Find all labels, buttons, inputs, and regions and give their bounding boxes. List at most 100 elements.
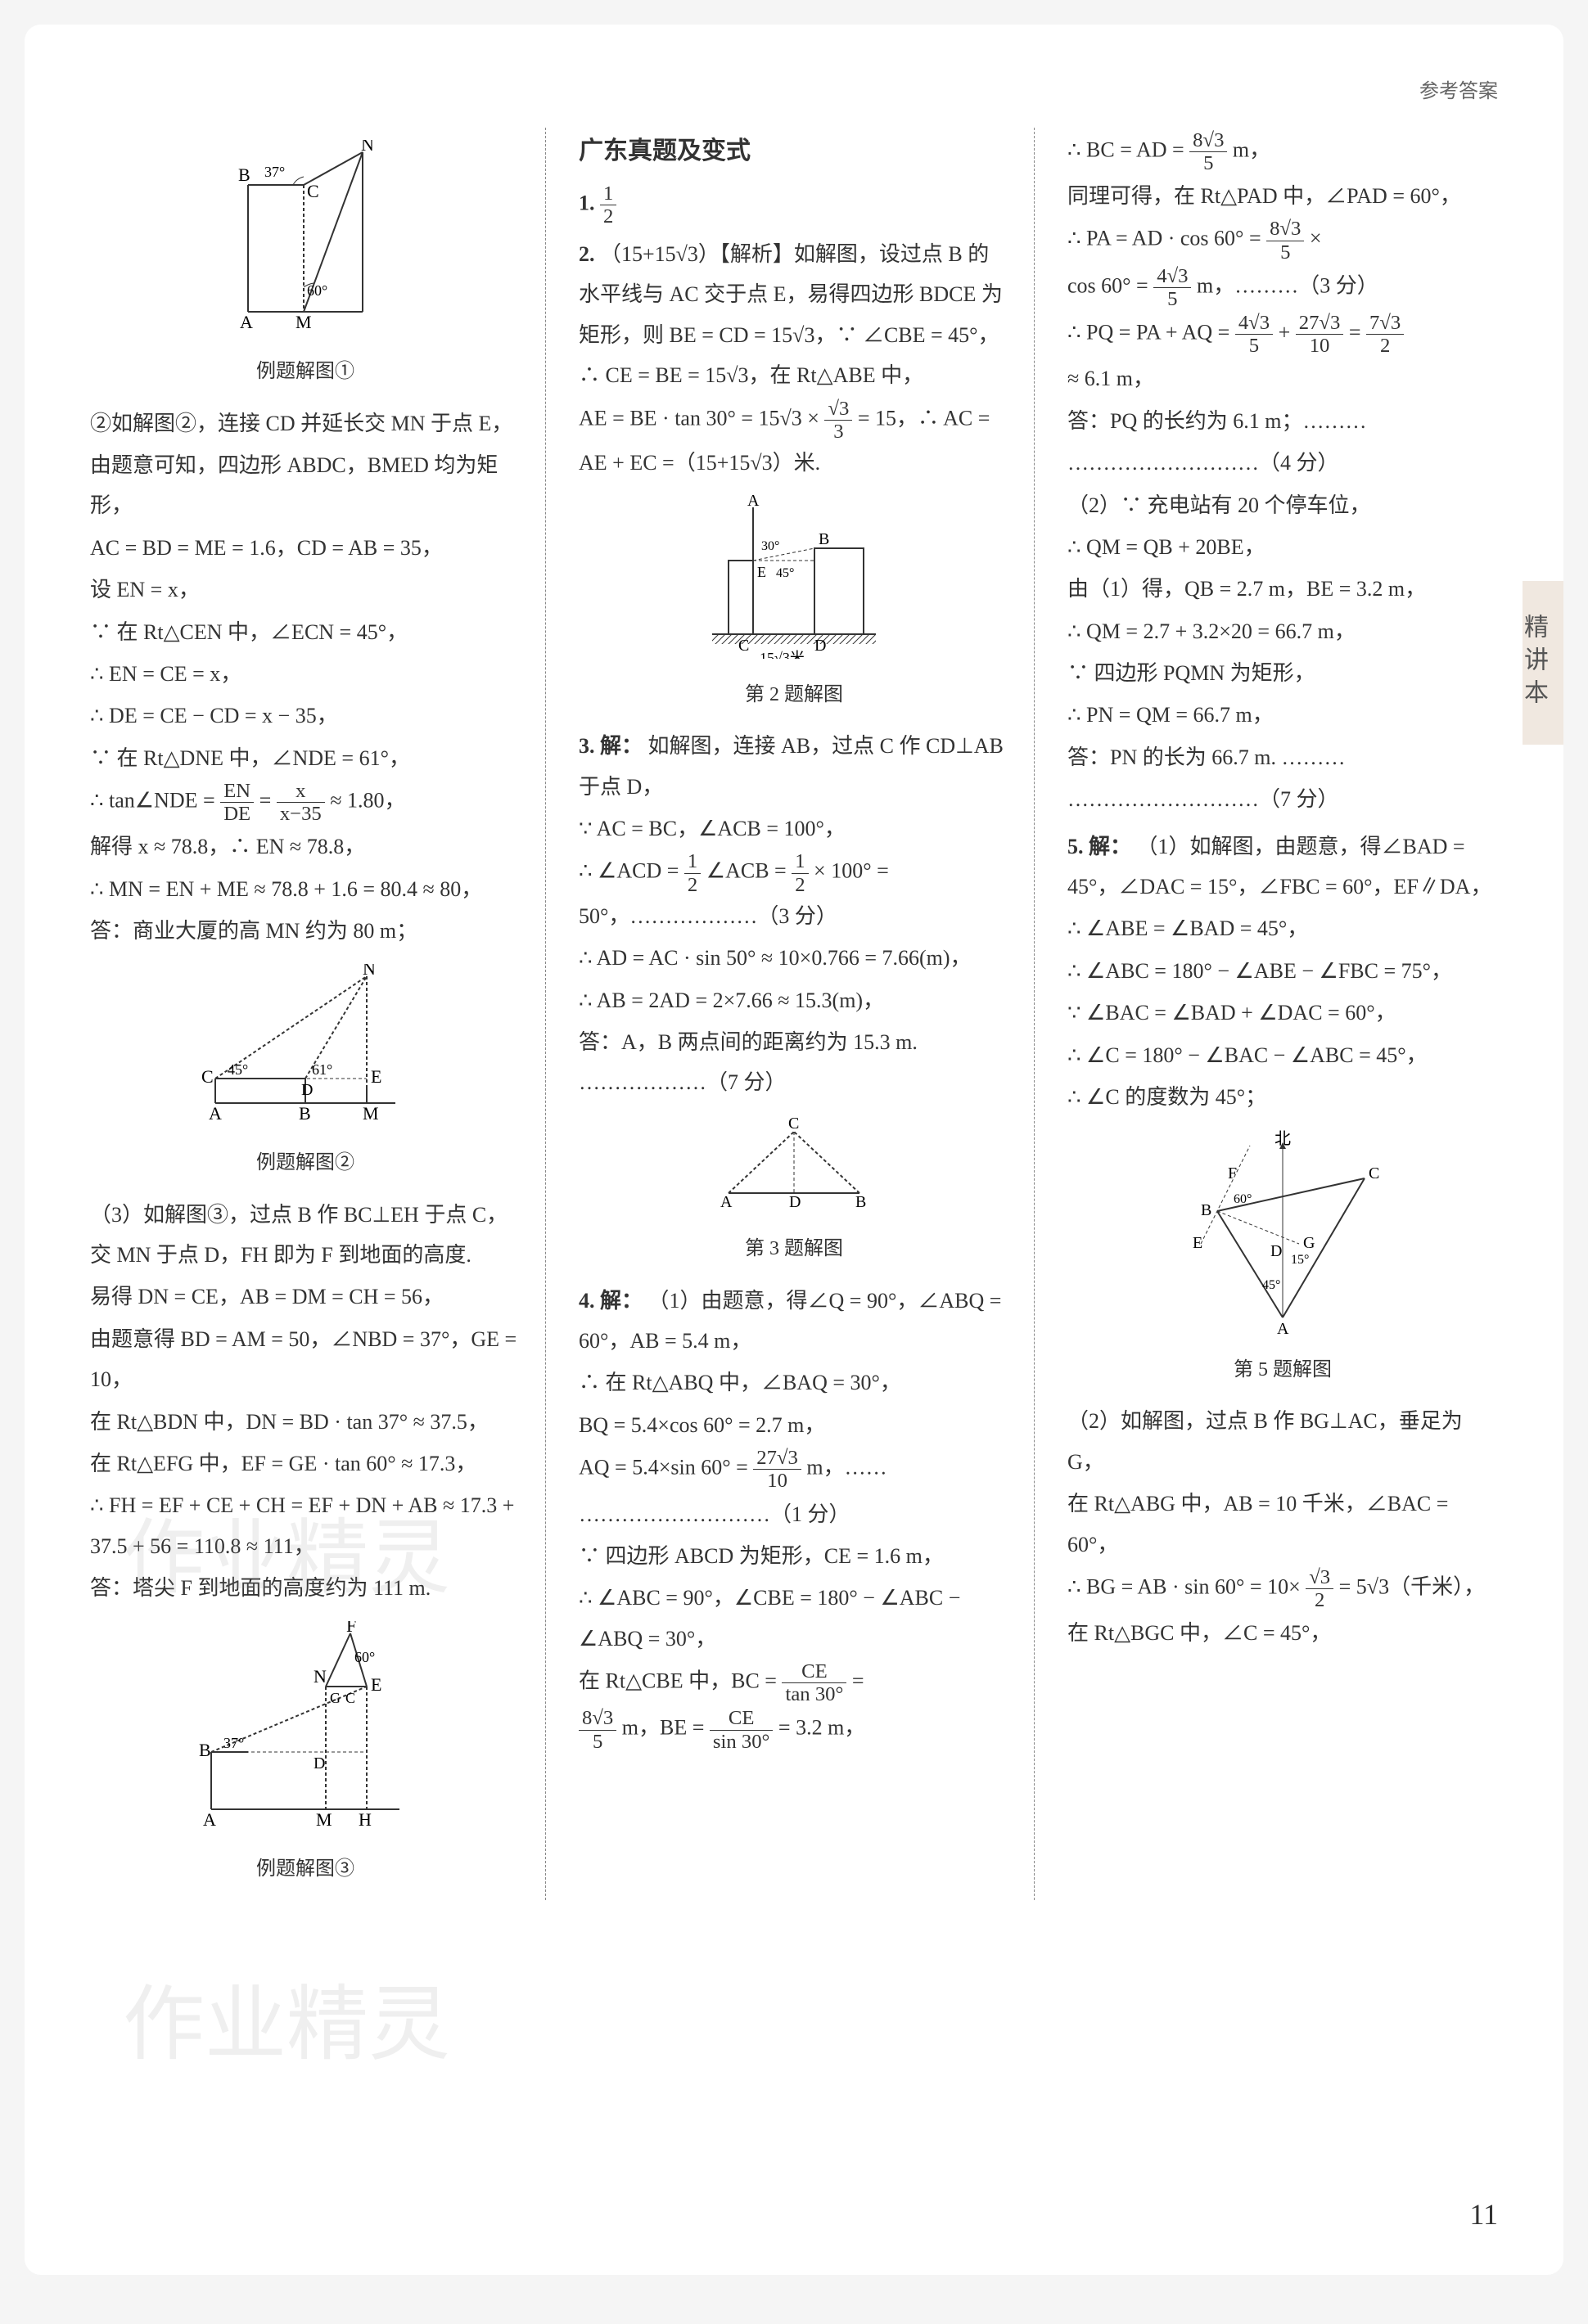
text: 答：商业大厦的高 MN 约为 80 m； [90, 911, 521, 951]
text: BQ = 5.4×cos 60° = 2.7 m， [579, 1405, 1009, 1445]
column-3: ∴ BC = AD = 8√35 m， 同理可得，在 Rt△PAD 中，∠PAD… [1067, 128, 1498, 1901]
svg-text:C: C [1369, 1164, 1379, 1182]
figure-3: F N G E C B D A M H 60° 37° 例题解图③ [90, 1621, 521, 1889]
q2-fig-caption: 第 2 题解图 [579, 677, 1009, 714]
text: ∴ ∠ACD = 12 ∠ACB = 12 × 100° = 50°，……………… [579, 850, 1009, 936]
svg-text:60°: 60° [354, 1649, 375, 1665]
svg-text:B: B [199, 1740, 211, 1760]
svg-text:D: D [1270, 1242, 1282, 1260]
page-header: 参考答案 [90, 74, 1498, 111]
svg-text:B: B [238, 164, 250, 185]
text: ∴ PN = QM = 66.7 m， [1067, 695, 1498, 735]
text: 由（1）得，QB = 2.7 m，BE = 3.2 m， [1067, 569, 1498, 609]
diagram-q3: C A D B [704, 1115, 884, 1214]
text: ………………………（1 分） [579, 1494, 1009, 1534]
svg-text:N: N [314, 1666, 327, 1687]
svg-text:D: D [814, 637, 826, 655]
text: ≈ 6.1 m， [1067, 358, 1498, 399]
fig3-caption: 例题解图③ [90, 1851, 521, 1889]
text: 解得 x ≈ 78.8，∴ EN ≈ 78.8， [90, 826, 521, 867]
text: ∴ BC = AD = 8√35 m， [1067, 129, 1498, 174]
text: 在 Rt△EFG 中，EF = GE · tan 60° ≈ 17.3， [90, 1443, 521, 1484]
text: ∴ MN = EN + ME ≈ 78.8 + 1.6 = 80.4 ≈ 80， [90, 869, 521, 909]
svg-text:37°: 37° [264, 164, 285, 180]
text: ………………………（7 分） [1067, 779, 1498, 819]
svg-text:A: A [209, 1103, 222, 1124]
svg-text:D: D [301, 1081, 313, 1099]
svg-text:C: C [738, 637, 749, 655]
q3-fig-caption: 第 3 题解图 [579, 1231, 1009, 1268]
svg-text:45°: 45° [1262, 1278, 1280, 1292]
text: 在 Rt△CBE 中，BC = CEtan 30° = [579, 1660, 1009, 1705]
section-title: 广东真题及变式 [579, 128, 1009, 174]
diagram-3: F N G E C B D A M H 60° 37° [187, 1621, 424, 1834]
svg-text:C: C [345, 1690, 355, 1706]
svg-text:61°: 61° [312, 1061, 332, 1078]
diagram-2: N C D E A B M 45° 61° [191, 964, 420, 1128]
text: （2）∵ 充电站有 20 个停车位， [1067, 485, 1498, 525]
svg-text:45°: 45° [228, 1061, 248, 1078]
q2-figure: A B E C D 30° 45° 15√3米 第 2 题解图 [579, 495, 1009, 714]
svg-text:15√3米: 15√3米 [760, 650, 805, 659]
figure-1: N B C A M 37° 60° 例题解图① [90, 140, 521, 391]
svg-text:E: E [1193, 1234, 1202, 1252]
side-tab: 精讲本 [1523, 581, 1563, 745]
text: ∴ tan∠NDE = ENDE = xx−35 ≈ 1.80， [90, 780, 521, 825]
text: ∴ FH = EF + CE + CH = EF + DN + AB ≈ 17.… [90, 1485, 521, 1566]
text: ∴ PA = AD · cos 60° = 8√35 × [1067, 218, 1498, 263]
text: ②如解图②，连接 CD 并延长交 MN 于点 E， [90, 403, 521, 444]
svg-text:F: F [346, 1621, 356, 1636]
svg-text:E: E [757, 564, 766, 580]
text: ∴ ∠C = 180° − ∠BAC − ∠ABC = 45°， [1067, 1035, 1498, 1075]
text: 答：PQ 的长约为 6.1 m；……… [1067, 401, 1498, 441]
text: （2）如解图，过点 B 作 BG⊥AC，垂足为 G， [1067, 1401, 1498, 1482]
text: 由题意可知，四边形 ABDC，BMED 均为矩形， [90, 445, 521, 526]
text: ∴ ∠ABE = ∠BAD = 45°， [1067, 908, 1498, 948]
question-1: 1. 12 [579, 182, 1009, 227]
svg-text:B: B [855, 1193, 866, 1211]
svg-text:D: D [314, 1754, 325, 1772]
text: ∴ AB = 2AD = 2×7.66 ≈ 15.3(m)， [579, 980, 1009, 1020]
svg-text:A: A [1277, 1320, 1289, 1334]
text: ∴ ∠C 的度数为 45°； [1067, 1077, 1498, 1117]
text: ∴ DE = CE − CD = x − 35， [90, 696, 521, 736]
text: ∵ 四边形 PQMN 为矩形， [1067, 653, 1498, 693]
text: 答：A，B 两点间的距离约为 15.3 m. ………………（7 分） [579, 1022, 1009, 1103]
fig2-caption: 例题解图② [90, 1145, 521, 1182]
question-3: 3. 解： 如解图，连接 AB，过点 C 作 CD⊥AB 于点 D， [579, 726, 1009, 807]
text: AC = BD = ME = 1.6，CD = AB = 35， [90, 528, 521, 568]
svg-text:北: 北 [1274, 1129, 1291, 1148]
text: （3）如解图③，过点 B 作 BC⊥EH 于点 C，交 MN 于点 D，FH 即… [90, 1195, 521, 1276]
question-2: 2. （15+15√3）【解析】如解图，设过点 B 的水平线与 AC 交于点 E… [579, 234, 1009, 396]
text: ∵ 在 Rt△DNE 中，∠NDE = 61°， [90, 738, 521, 778]
diagram-q5: 北 F B C E D A G 60° 15° 45° [1168, 1129, 1397, 1334]
text: ∴ PQ = PA + AQ = 4√35 + 27√310 = 7√32 [1067, 312, 1498, 357]
svg-text:A: A [203, 1809, 216, 1830]
svg-text:N: N [363, 964, 376, 979]
text: AE = BE · tan 30° = 15√3 × √33 = 15，∴ AC… [579, 398, 1009, 484]
svg-text:B: B [1201, 1201, 1211, 1219]
svg-text:B: B [819, 530, 829, 548]
svg-text:M: M [295, 312, 312, 332]
text: ∴ ∠ABC = 180° − ∠ABE − ∠FBC = 75°， [1067, 951, 1498, 991]
text: 8√35 m，BE = CEsin 30° = 3.2 m， [579, 1707, 1009, 1752]
text: ∵ 四边形 ABCD 为矩形，CE = 1.6 m， [579, 1536, 1009, 1576]
svg-text:C: C [201, 1066, 214, 1087]
svg-text:C: C [307, 181, 319, 201]
svg-text:E: E [371, 1066, 381, 1087]
svg-text:60°: 60° [307, 282, 327, 299]
text: 由题意得 BD = AM = 50，∠NBD = 37°，GE = 10， [90, 1319, 521, 1400]
fig1-caption: 例题解图① [90, 354, 521, 391]
column-2: 广东真题及变式 1. 12 2. （15+15√3）【解析】如解图，设过点 B … [579, 128, 1035, 1901]
text: 在 Rt△BGC 中，∠C = 45°， [1067, 1613, 1498, 1653]
svg-text:G: G [1303, 1234, 1315, 1252]
svg-text:M: M [363, 1103, 379, 1124]
page-container: 参考答案 精讲本 N B C A [25, 25, 1563, 2275]
diagram-1: N B C A M 37° 60° [215, 140, 395, 336]
svg-text:M: M [316, 1809, 332, 1830]
svg-text:37°: 37° [223, 1735, 244, 1751]
text: AQ = 5.4×sin 60° = 27√310 m，…… [579, 1447, 1009, 1492]
text: ∴ BG = AB · sin 60° = 10× √32 = 5√3（千米）， [1067, 1566, 1498, 1611]
text: cos 60° = 4√35 m，………（3 分） [1067, 265, 1498, 310]
text: ∵ AC = BC，∠ACB = 100°， [579, 808, 1009, 849]
